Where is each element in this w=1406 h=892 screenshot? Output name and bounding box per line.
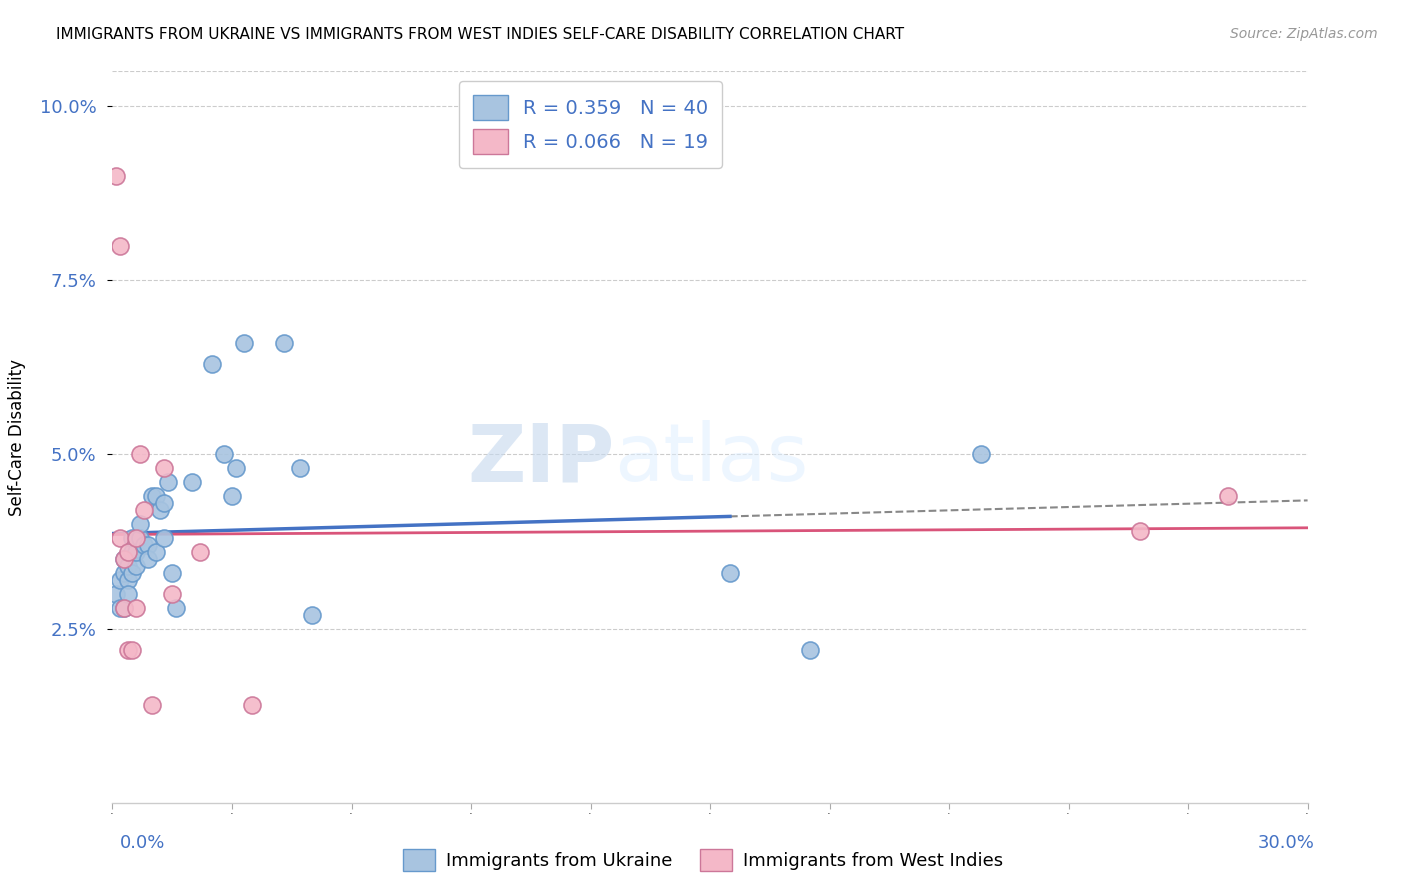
Point (301, 607, 323, 622)
Point (117, 545, 139, 559)
Point (121, 531, 143, 545)
Point (110, 238, 132, 252)
Point (165, 600, 187, 615)
Point (129, 448, 152, 462)
Point (114, 566, 135, 580)
Point (1216, 489, 1239, 503)
Point (970, 448, 993, 462)
Point (138, 538, 160, 552)
Point (240, 698, 263, 713)
Point (117, 587, 139, 601)
Legend: R = 0.359   N = 40, R = 0.066   N = 19: R = 0.359 N = 40, R = 0.066 N = 19 (460, 81, 721, 168)
Point (273, 336, 295, 351)
Point (153, 496, 176, 510)
Point (125, 600, 148, 615)
Point (153, 531, 176, 545)
Point (149, 503, 172, 517)
Point (121, 545, 143, 559)
Point (1129, 524, 1152, 538)
Point (201, 357, 224, 371)
Point (110, 573, 132, 587)
Point (110, 600, 132, 615)
Point (157, 475, 180, 490)
Point (141, 489, 163, 503)
Text: 30.0%: 30.0% (1258, 834, 1315, 852)
Text: atlas: atlas (614, 420, 808, 498)
Point (153, 461, 176, 475)
Point (212, 448, 235, 462)
Point (121, 566, 143, 580)
Point (145, 489, 167, 503)
Y-axis label: Self-Care Disability: Self-Care Disability (8, 359, 25, 516)
Point (105, 169, 128, 183)
Point (114, 600, 135, 615)
Point (121, 642, 143, 657)
Point (288, 461, 311, 475)
Point (125, 545, 148, 559)
Point (145, 545, 167, 559)
Point (188, 545, 211, 559)
Point (134, 538, 156, 552)
Point (114, 600, 135, 615)
Point (114, 552, 135, 566)
Point (181, 475, 204, 490)
Point (105, 587, 128, 601)
Point (125, 531, 148, 545)
Point (138, 552, 160, 566)
Point (221, 489, 243, 503)
Point (162, 566, 183, 580)
Point (129, 531, 152, 545)
Text: 0.0%: 0.0% (120, 834, 165, 852)
Text: Source: ZipAtlas.com: Source: ZipAtlas.com (1230, 27, 1378, 41)
Point (110, 531, 132, 545)
Point (225, 461, 247, 475)
Point (134, 503, 156, 517)
Point (114, 552, 135, 566)
Point (125, 558, 148, 573)
Point (117, 573, 139, 587)
Point (141, 698, 163, 713)
Point (799, 642, 821, 657)
Point (233, 336, 256, 351)
Point (129, 517, 152, 532)
Point (117, 558, 139, 573)
Legend: Immigrants from Ukraine, Immigrants from West Indies: Immigrants from Ukraine, Immigrants from… (395, 842, 1011, 879)
Text: IMMIGRANTS FROM UKRAINE VS IMMIGRANTS FROM WEST INDIES SELF-CARE DISABILITY CORR: IMMIGRANTS FROM UKRAINE VS IMMIGRANTS FR… (56, 27, 904, 42)
Point (117, 642, 139, 657)
Point (162, 587, 183, 601)
Point (718, 566, 741, 580)
Text: ZIP: ZIP (467, 420, 614, 498)
